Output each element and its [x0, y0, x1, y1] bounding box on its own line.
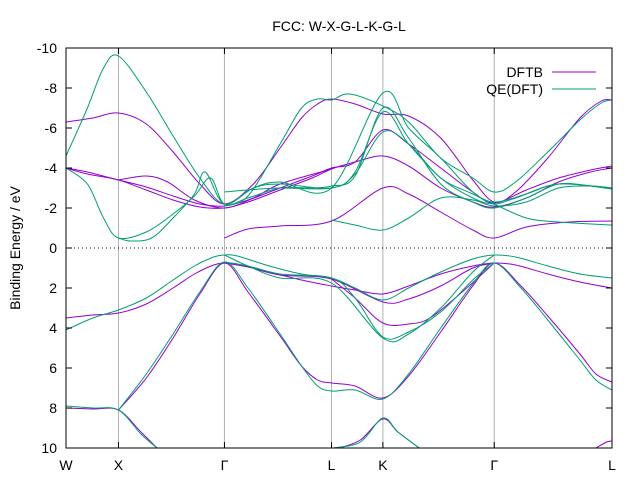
- qe-dft-band-line: [118, 261, 612, 411]
- y-tick-label: -10: [37, 40, 57, 56]
- dftb-band-line: [331, 262, 495, 326]
- y-tick-label: -2: [45, 200, 58, 216]
- grid-lines: [66, 48, 612, 448]
- legend-label-qe-dft: QE(DFT): [486, 81, 543, 97]
- qe-dft-band-line: [224, 93, 612, 207]
- x-tick-label: K: [378, 457, 388, 473]
- y-tick-label: 10: [41, 440, 57, 456]
- y-tick-label: -6: [45, 120, 58, 136]
- qe-dft-band-line: [66, 54, 612, 205]
- dftb-band-line: [118, 262, 612, 411]
- y-tick-label: -4: [45, 160, 58, 176]
- dftb-band-line: [66, 262, 612, 319]
- y-axis-label: Binding Energy / eV: [7, 185, 23, 309]
- qe-dft-band-line: [224, 261, 495, 340]
- x-tick-label: L: [328, 457, 336, 473]
- qe-dft-band-line: [333, 417, 420, 448]
- x-tick-label: Γ: [221, 457, 229, 473]
- x-tick-label: L: [608, 457, 616, 473]
- qe-dft-band-line: [66, 405, 158, 448]
- x-tick-label: X: [114, 457, 124, 473]
- y-tick-label: -8: [45, 80, 58, 96]
- x-tick-label: Γ: [490, 457, 498, 473]
- dftb-band-line: [338, 418, 420, 448]
- qe-dft-band-line: [66, 106, 612, 240]
- y-tick-label: 8: [49, 400, 57, 416]
- qe-dft-band-line: [224, 130, 612, 226]
- dftb-band-line: [66, 98, 612, 205]
- qe-dft-band-line: [331, 185, 612, 231]
- chart-title: FCC: W-X-G-L-K-G-L: [272, 18, 406, 34]
- qe-dft-band-line: [224, 254, 495, 343]
- dftb-band-line: [224, 262, 495, 304]
- axis-ticks: W X Γ L K Γ L -10 -8 -6 -4 -2 0 2 4 6 8 10: [37, 40, 616, 473]
- y-tick-label: 2: [49, 280, 57, 296]
- y-tick-label: 0: [49, 240, 57, 256]
- dftb-band-line: [224, 185, 612, 239]
- y-tick-label: 4: [49, 320, 57, 336]
- qe-dft-band-line: [66, 254, 612, 331]
- dftb-band-line: [118, 168, 332, 209]
- qe-dft-band-line: [118, 90, 612, 242]
- dftb-band-line: [595, 440, 612, 448]
- legend-label-dftb: DFTB: [506, 64, 543, 80]
- x-tick-label: W: [59, 457, 73, 473]
- dftb-band-line: [66, 128, 612, 207]
- band-series: [66, 54, 612, 448]
- y-tick-label: 6: [49, 360, 57, 376]
- dftb-band-line: [66, 407, 158, 448]
